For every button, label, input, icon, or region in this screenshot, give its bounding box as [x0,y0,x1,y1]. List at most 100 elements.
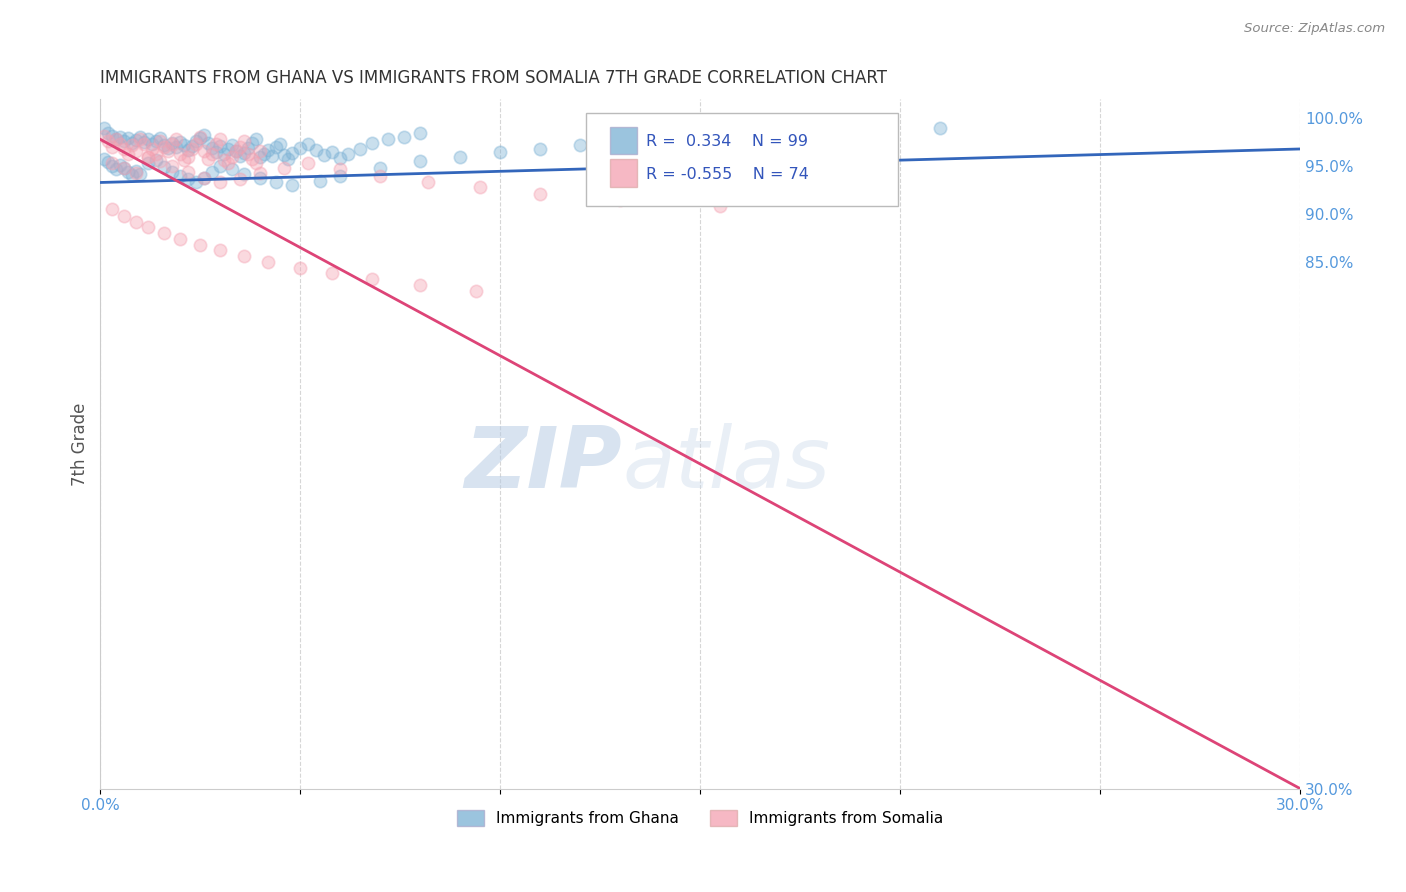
Point [238,141,260,155]
Point [217,142,239,156]
Point [129,130,152,145]
Bar [610,159,637,186]
Point [165,140,187,154]
Point [129,132,152,146]
Point [238,146,260,161]
Point [470,180,492,194]
Point [153,226,176,240]
Point [125,133,148,147]
Point [101,140,124,154]
Point [305,143,328,157]
Point [465,284,488,298]
Point [173,138,195,153]
Point [134,137,156,152]
Point [162,159,184,173]
Point [105,162,128,177]
Point [409,126,432,140]
Point [186,137,208,152]
Point [145,146,167,161]
Point [188,131,211,145]
Point [141,142,163,156]
Point [173,153,195,168]
Point [257,143,280,157]
Point [269,137,291,152]
Point [233,249,256,263]
Point [112,142,135,156]
Point [361,272,384,286]
Point [769,127,792,141]
Point [205,145,228,159]
Point [321,267,343,281]
Point [409,277,432,292]
Point [177,143,200,157]
Point [162,165,184,179]
Point [201,146,224,161]
Point [609,135,631,149]
Point [349,142,371,156]
Point [186,176,208,190]
Point [169,135,191,149]
Point [273,161,295,175]
Point [225,144,247,158]
Point [193,170,215,185]
Point [153,138,176,153]
Point [93,128,115,143]
Point [117,146,139,161]
Point [290,260,312,275]
Text: IMMIGRANTS FROM GHANA VS IMMIGRANTS FROM SOMALIA 7TH GRADE CORRELATION CHART: IMMIGRANTS FROM GHANA VS IMMIGRANTS FROM… [100,69,887,87]
Point [201,141,224,155]
Point [101,159,124,173]
Point [329,169,352,183]
Point [394,129,416,144]
Point [233,145,256,160]
Point [209,244,232,258]
Text: R =  0.334    N = 99: R = 0.334 N = 99 [647,135,808,150]
Point [849,124,872,138]
Point [105,132,128,146]
Point [233,167,256,181]
Point [169,146,191,161]
Point [277,152,299,166]
Point [125,164,148,178]
Point [145,134,167,148]
Point [125,166,148,180]
Point [337,146,360,161]
Point [97,155,120,169]
Point [233,134,256,148]
Point [169,232,191,246]
Point [197,136,219,151]
Point [186,134,208,148]
Point [93,120,115,135]
Point [262,149,284,163]
Point [138,150,160,164]
Text: R = -0.555    N = 74: R = -0.555 N = 74 [647,167,808,182]
Point [249,144,271,158]
Point [257,255,280,269]
Point [117,165,139,179]
Y-axis label: 7th Grade: 7th Grade [72,402,89,485]
Point [240,152,263,166]
Point [650,132,672,146]
Point [112,134,135,148]
Point [225,144,247,158]
Point [110,129,132,144]
Point [245,132,267,146]
Point [290,141,312,155]
Point [125,215,148,229]
Point [249,150,271,164]
Point [217,156,239,170]
Point [229,140,252,154]
Point [529,186,551,201]
Point [153,160,176,174]
Point [101,202,124,217]
Point [162,136,184,151]
Point [181,139,204,153]
Legend: Immigrants from Ghana, Immigrants from Somalia: Immigrants from Ghana, Immigrants from S… [450,805,950,832]
Point [281,178,304,193]
Point [209,132,232,146]
Point [309,173,332,187]
Point [101,128,124,143]
Point [188,130,211,145]
Point [165,132,187,146]
Point [240,136,263,151]
